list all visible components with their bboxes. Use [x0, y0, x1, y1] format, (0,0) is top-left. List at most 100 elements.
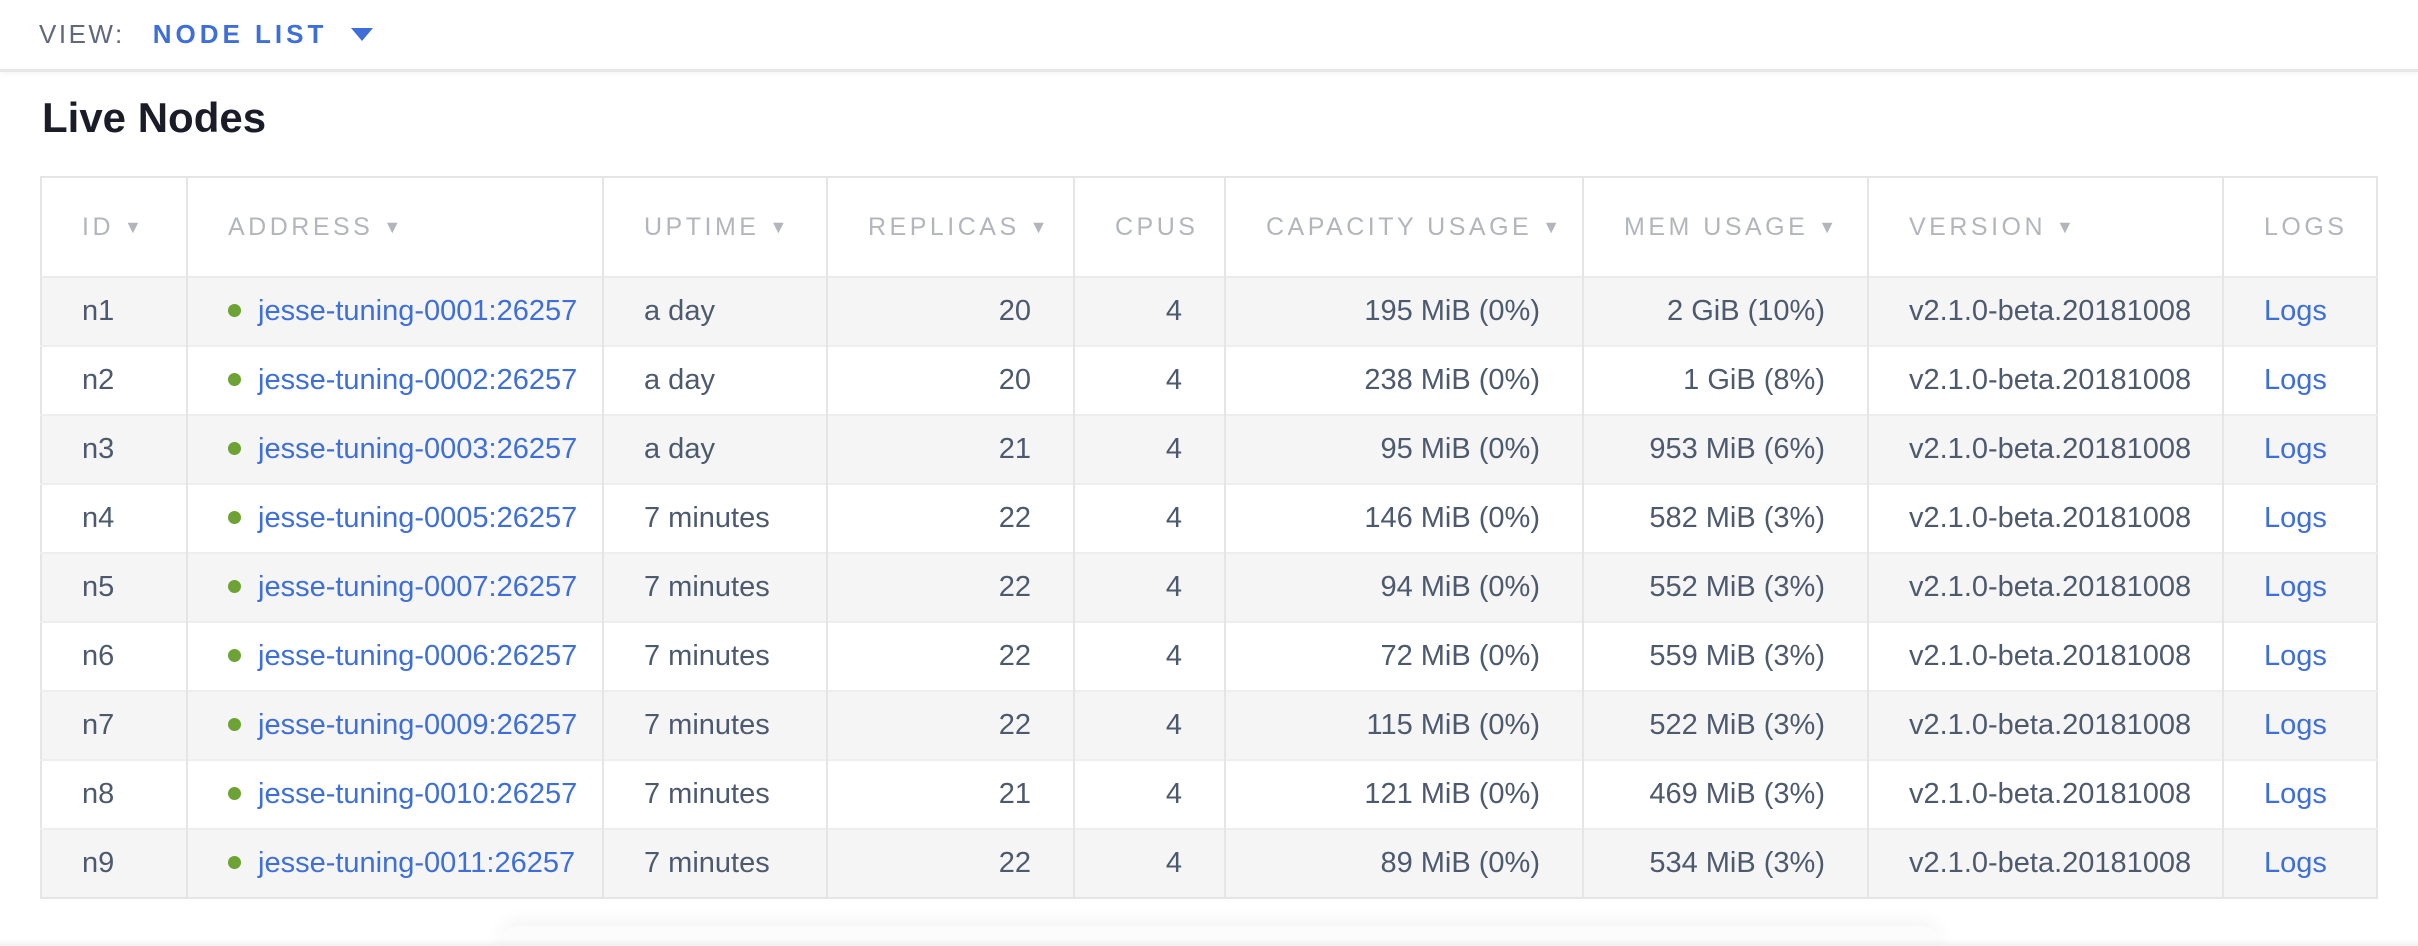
logs-link[interactable]: Logs	[2264, 364, 2327, 396]
column-header-uptime[interactable]: UPTIME ▼	[602, 177, 827, 277]
cell-replicas: 22	[826, 553, 1074, 622]
cell-address: jesse-tuning-0002:26257	[186, 346, 603, 415]
cell-node-id: n1	[82, 295, 115, 327]
cell-address: jesse-tuning-0011:26257	[186, 829, 603, 898]
address-link[interactable]: jesse-tuning-0011:26257	[258, 847, 576, 879]
logs-link[interactable]: Logs	[2264, 709, 2327, 741]
live-status-dot-icon	[228, 373, 241, 386]
column-header-version[interactable]: VERSION ▼	[1867, 177, 2223, 277]
sort-desc-icon: ▼	[1542, 216, 1564, 237]
cell-node-id: n6	[82, 640, 115, 672]
logs-link[interactable]: Logs	[2264, 847, 2327, 879]
column-header-address[interactable]: ADDRESS ▼	[186, 177, 603, 277]
cell-version: v2.1.0-beta.20181008	[1867, 760, 2223, 829]
cell-mem-usage: 953 MiB (6%)	[1582, 415, 1868, 484]
table-row: n3 jesse-tuning-0003:26257 a day 21 4 95…	[41, 415, 2377, 484]
live-status-dot-icon	[228, 511, 241, 524]
address-link[interactable]: jesse-tuning-0003:26257	[258, 433, 578, 465]
cell-version: v2.1.0-beta.20181008	[1867, 829, 2223, 898]
cell-capacity-usage: 121 MiB (0%)	[1224, 760, 1583, 829]
column-header-logs: LOGS	[2222, 177, 2377, 277]
cell-capacity-usage: 238 MiB (0%)	[1224, 346, 1583, 415]
cell-uptime: 7 minutes	[602, 691, 827, 760]
sort-desc-icon: ▼	[769, 216, 791, 237]
cell-logs: Logs	[2222, 829, 2377, 898]
cell-cpus: 4	[1073, 691, 1225, 760]
cell-node-id: n5	[82, 571, 115, 603]
table-row: n7 jesse-tuning-0009:26257 7 minutes 22 …	[41, 691, 2377, 760]
cell-cpus: 4	[1073, 622, 1225, 691]
logs-link[interactable]: Logs	[2264, 778, 2327, 810]
cell-version: v2.1.0-beta.20181008	[1867, 622, 2223, 691]
cell-logs: Logs	[2222, 484, 2377, 553]
column-header-id[interactable]: ID ▼	[41, 177, 187, 277]
cell-capacity-usage: 146 MiB (0%)	[1224, 484, 1583, 553]
live-status-dot-icon	[228, 718, 241, 731]
cell-mem-usage: 552 MiB (3%)	[1582, 553, 1868, 622]
cell-uptime: a day	[602, 277, 827, 346]
cell-capacity-usage: 115 MiB (0%)	[1224, 691, 1583, 760]
cell-logs: Logs	[2222, 760, 2377, 829]
cell-logs: Logs	[2222, 277, 2377, 346]
cell-uptime: 7 minutes	[602, 829, 827, 898]
cell-node-id: n8	[82, 778, 115, 810]
cell-replicas: 22	[826, 691, 1074, 760]
cell-mem-usage: 559 MiB (3%)	[1582, 622, 1868, 691]
cell-node-id: n9	[82, 847, 115, 879]
logs-link[interactable]: Logs	[2264, 502, 2327, 534]
cell-address: jesse-tuning-0001:26257	[186, 277, 603, 346]
address-link[interactable]: jesse-tuning-0006:26257	[258, 640, 578, 672]
page-title: Live Nodes	[42, 94, 267, 141]
cell-cpus: 4	[1073, 829, 1225, 898]
address-link[interactable]: jesse-tuning-0005:26257	[258, 502, 578, 534]
chevron-down-icon	[351, 28, 374, 41]
main-content: Live Nodes ID ▼ ADDRESS ▼ UPTIME ▼	[0, 94, 2418, 899]
cell-version: v2.1.0-beta.20181008	[1867, 415, 2223, 484]
logs-link[interactable]: Logs	[2264, 295, 2327, 327]
column-header-capacity-usage[interactable]: CAPACITY USAGE ▼	[1224, 177, 1583, 277]
table-row: n2 jesse-tuning-0002:26257 a day 20 4 23…	[41, 346, 2377, 415]
below-fold-card-shadow	[500, 926, 1940, 946]
cell-cpus: 4	[1073, 760, 1225, 829]
cell-version: v2.1.0-beta.20181008	[1867, 277, 2223, 346]
cell-mem-usage: 1 GiB (8%)	[1582, 346, 1868, 415]
cell-mem-usage: 582 MiB (3%)	[1582, 484, 1868, 553]
cell-version: v2.1.0-beta.20181008	[1867, 691, 2223, 760]
cell-capacity-usage: 95 MiB (0%)	[1224, 415, 1583, 484]
cell-logs: Logs	[2222, 415, 2377, 484]
cell-mem-usage: 522 MiB (3%)	[1582, 691, 1868, 760]
table-row: n8 jesse-tuning-0010:26257 7 minutes 21 …	[41, 760, 2377, 829]
view-selector-dropdown[interactable]: NODE LIST	[153, 19, 374, 50]
page-bottom-fade	[0, 938, 2418, 946]
cell-uptime: 7 minutes	[602, 553, 827, 622]
live-status-dot-icon	[228, 304, 241, 317]
cell-capacity-usage: 195 MiB (0%)	[1224, 277, 1583, 346]
cell-mem-usage: 534 MiB (3%)	[1582, 829, 1868, 898]
cell-uptime: 7 minutes	[602, 622, 827, 691]
logs-link[interactable]: Logs	[2264, 640, 2327, 672]
cell-uptime: a day	[602, 346, 827, 415]
live-nodes-table-container: ID ▼ ADDRESS ▼ UPTIME ▼ REPLICAS ▼ CPUS	[40, 176, 2378, 899]
logs-link[interactable]: Logs	[2264, 571, 2327, 603]
address-link[interactable]: jesse-tuning-0010:26257	[258, 778, 578, 810]
address-link[interactable]: jesse-tuning-0009:26257	[258, 709, 578, 741]
live-nodes-table: ID ▼ ADDRESS ▼ UPTIME ▼ REPLICAS ▼ CPUS	[40, 176, 2378, 899]
live-status-dot-icon	[228, 580, 241, 593]
cell-capacity-usage: 72 MiB (0%)	[1224, 622, 1583, 691]
cell-version: v2.1.0-beta.20181008	[1867, 484, 2223, 553]
address-link[interactable]: jesse-tuning-0002:26257	[258, 364, 578, 396]
column-header-replicas[interactable]: REPLICAS ▼	[826, 177, 1074, 277]
address-link[interactable]: jesse-tuning-0007:26257	[258, 571, 578, 603]
cell-address: jesse-tuning-0009:26257	[186, 691, 603, 760]
cell-cpus: 4	[1073, 553, 1225, 622]
cell-version: v2.1.0-beta.20181008	[1867, 553, 2223, 622]
cell-uptime: a day	[602, 415, 827, 484]
table-header-row: ID ▼ ADDRESS ▼ UPTIME ▼ REPLICAS ▼ CPUS	[41, 177, 2377, 277]
sort-desc-icon: ▼	[383, 216, 405, 237]
cell-node-id: n4	[82, 502, 115, 534]
address-link[interactable]: jesse-tuning-0001:26257	[258, 295, 578, 327]
column-header-mem-usage[interactable]: MEM USAGE ▼	[1582, 177, 1868, 277]
logs-link[interactable]: Logs	[2264, 433, 2327, 465]
live-status-dot-icon	[228, 787, 241, 800]
cell-replicas: 21	[826, 415, 1074, 484]
